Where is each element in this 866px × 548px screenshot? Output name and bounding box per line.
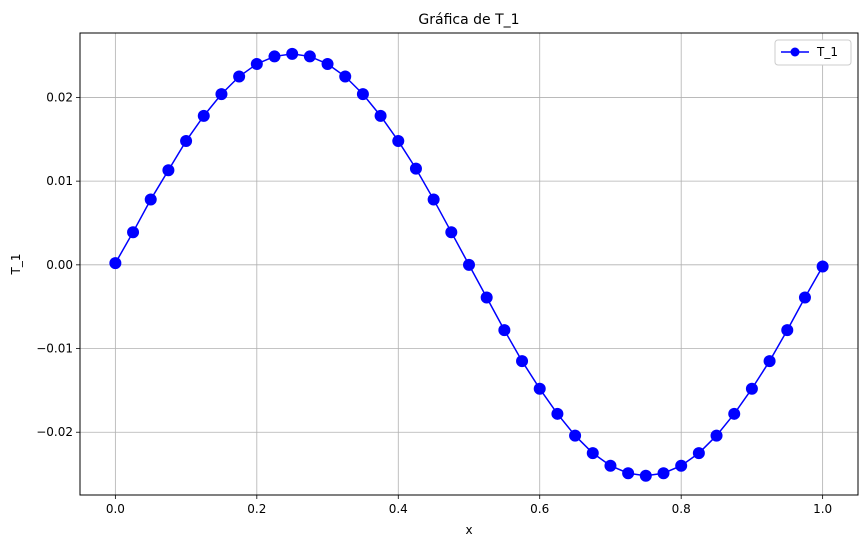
x-tick-label: 0.8 [672, 502, 691, 516]
series-points [109, 47, 829, 482]
data-point [303, 50, 316, 63]
x-tick-label: 0.2 [247, 502, 266, 516]
data-point [427, 193, 440, 206]
data-point [586, 447, 599, 460]
data-point [657, 467, 670, 480]
data-point [144, 193, 157, 206]
y-tick-label: 0.00 [46, 258, 73, 272]
legend-label: T_1 [816, 45, 838, 59]
x-tick-label: 1.0 [813, 502, 832, 516]
data-point [569, 429, 582, 442]
data-point [250, 57, 263, 70]
data-point [604, 459, 617, 472]
x-axis: 0.0 0.2 0.4 0.6 0.8 1.0 [106, 495, 832, 516]
y-tick-label: −0.01 [36, 342, 73, 356]
data-point [622, 467, 635, 480]
chart-title: Gráfica de T_1 [418, 12, 519, 28]
data-point [798, 291, 811, 304]
data-point [233, 70, 246, 83]
data-point [339, 70, 352, 83]
data-point [728, 407, 741, 420]
data-point [356, 88, 369, 101]
y-tick-label: 0.02 [46, 90, 73, 104]
legend-marker-swatch [790, 47, 800, 57]
data-point [268, 50, 281, 63]
series-layer [109, 47, 829, 482]
y-axis-label: T_1 [9, 254, 23, 276]
plot-frame [79, 32, 859, 496]
data-point [445, 226, 458, 239]
data-point [498, 324, 511, 337]
y-axis: −0.02 −0.01 0.00 0.01 0.02 [36, 90, 80, 439]
data-point [763, 355, 776, 368]
data-point [197, 109, 210, 122]
data-point [109, 257, 122, 270]
data-point [374, 109, 387, 122]
x-axis-label: x [465, 523, 472, 537]
data-point [321, 57, 334, 70]
data-point [463, 258, 475, 271]
data-point [533, 382, 546, 395]
data-point [180, 134, 193, 147]
data-point [551, 407, 564, 420]
x-tick-label: 0.0 [106, 502, 125, 516]
data-point [162, 164, 175, 177]
data-point [392, 134, 405, 147]
data-point [781, 324, 794, 337]
data-point [516, 355, 529, 368]
legend: T_1 [774, 39, 852, 66]
data-point [409, 162, 422, 175]
y-tick-label: −0.02 [36, 425, 73, 439]
data-point [215, 88, 228, 101]
y-tick-label: 0.01 [46, 174, 73, 188]
data-point [480, 291, 493, 304]
data-point [639, 469, 652, 482]
x-tick-label: 0.4 [389, 502, 408, 516]
legend-box [774, 39, 852, 66]
data-point [675, 459, 688, 472]
data-point [127, 226, 140, 239]
data-point [692, 447, 705, 460]
data-point [710, 429, 723, 442]
data-point [745, 382, 758, 395]
data-point [816, 260, 829, 273]
data-point [286, 47, 299, 60]
x-tick-label: 0.6 [530, 502, 549, 516]
